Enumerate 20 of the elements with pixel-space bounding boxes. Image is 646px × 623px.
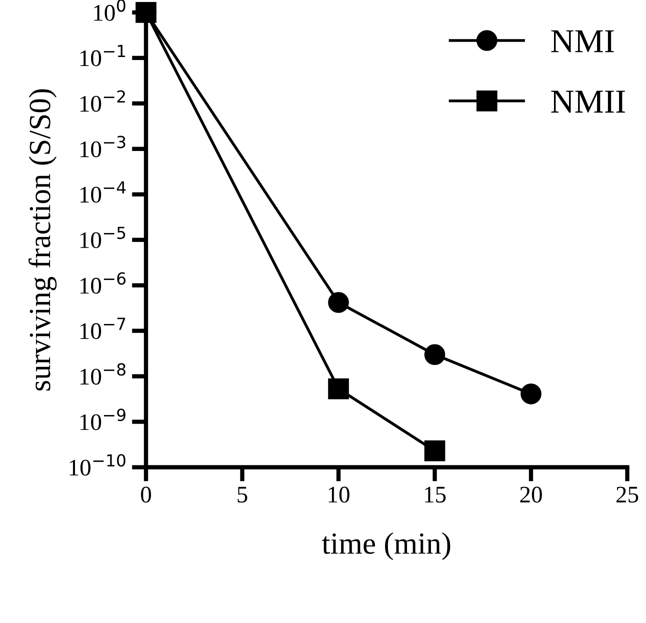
y-tick-label: 10$^{−5}$ (80, 226, 126, 248)
x-tick-label: 25 (616, 486, 638, 503)
y-tick-label: 10$^{−4}$ (80, 181, 126, 203)
x-tick-label: 10 (328, 486, 350, 503)
legend-label: NMI (551, 30, 614, 52)
y-tick-label: 10$^{−2}$ (80, 90, 125, 112)
y-tick-label: 10$^{−9}$ (80, 408, 126, 430)
y-tick-label: 10$^{−7}$ (80, 318, 126, 340)
legend-label: NMII (551, 90, 625, 113)
x-tick-label: 15 (425, 486, 446, 503)
x-tick-label: 0 (140, 486, 151, 503)
y-tick-label: 10$^{−1}$ (80, 44, 126, 66)
x-tick-label: 20 (520, 486, 542, 503)
y-tick-label: 10$^{−6}$ (80, 272, 126, 294)
x-tick-label: 5 (238, 486, 248, 503)
y-tick-label: 10$^{−10}$ (70, 454, 126, 476)
y-tick-label: 10$^{−3}$ (80, 136, 126, 158)
x-axis-title: time (min) (322, 532, 450, 560)
y-axis-title: surviving fraction (S/S0) (28, 89, 57, 391)
y-tick-label: 10$^{−8}$ (80, 363, 126, 385)
